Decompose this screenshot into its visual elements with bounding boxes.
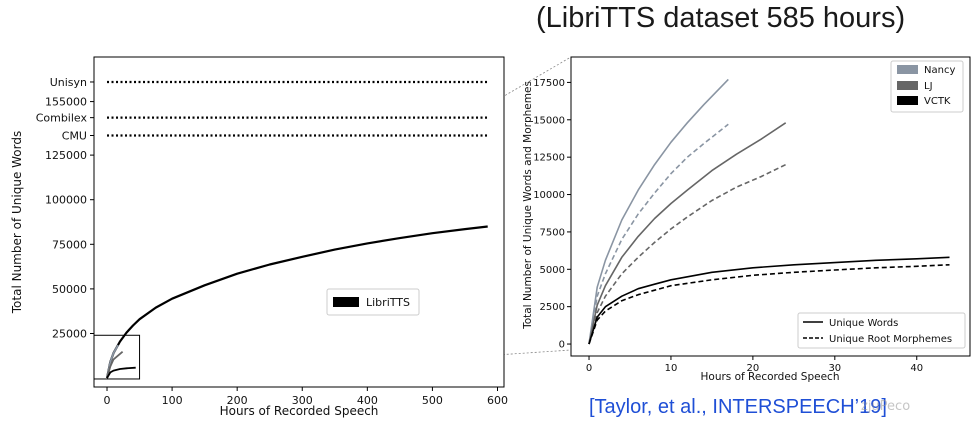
right-series-line-vctk-unique-root-morphemes [588,264,950,345]
left-y-tick-label: 100000 [45,194,87,207]
left-x-tick-label: 600 [487,394,508,407]
citation: [Taylor, et al., INTERSPEECH’19] [589,396,887,418]
left-y-tick-label: 50000 [52,283,87,296]
reference-label-combilex: Combilex [36,112,88,125]
left-legend-label-libritts: LibriTTS [366,296,410,309]
right-style-legend: Unique Words Unique Root Morphemes [797,312,966,349]
right-y-tick-label: 2500 [540,302,565,313]
right-x-tick-label: 20 [747,363,760,374]
right-y-tick-label: 5000 [540,265,565,276]
left-x-tick-label: 400 [357,394,378,407]
left-y-tick-label: 125000 [45,149,87,162]
left-series-line-2 [106,351,124,379]
left-axis-ticks: 0 100 200 300 400 500 600 25000 50000 75000 100000… [45,96,508,407]
left-chart: 0 100 200 300 400 500 600 25000 50000 75000 100000… [10,56,508,418]
right-y-tick-label: 15000 [533,115,565,126]
left-y-tick-label: 155000 [45,96,87,109]
left-x-tick-label: 100 [162,394,183,407]
left-x-tick-label: 0 [104,394,111,407]
left-legend: LibriTTS [326,288,420,316]
right-x-tick-label: 0 [586,363,592,374]
right-legend-swatch-nancy [897,65,918,74]
right-y-tick-label: 10000 [533,190,565,201]
right-series-line-nancy-unique-words [588,78,729,345]
right-series-line-lj-unique-words [588,122,787,345]
left-x-tick-label: 200 [227,394,248,407]
slide-headline: (LibriTTS dataset 585 hours) [536,2,906,34]
left-y-tick-label: 25000 [52,327,87,340]
right-legend-label-root-morphemes: Unique Root Morphemes [829,334,952,345]
left-plot-frame [93,56,505,388]
right-y-tick-label: 7500 [540,227,565,238]
right-y-tick-label: 12500 [533,153,565,164]
right-x-tick-label: 30 [828,363,841,374]
left-series [105,225,488,379]
left-inset-box [93,334,141,380]
right-chart: 0 10 20 30 40 0 2500 5000 7500 10000 12500 15000 175… [522,56,971,383]
left-legend-box [326,288,420,316]
right-legend-label-unique-words: Unique Words [829,318,898,329]
reference-label-cmu: CMU [62,129,87,142]
right-legend-swatch-vctk [897,96,918,105]
inset-zoom-box [93,334,141,380]
right-series-line-vctk-unique-words [588,256,950,345]
right-x-axis-label: Hours of Recorded Speech [701,371,840,383]
right-legend-label-vctk: VCTK [924,96,951,107]
left-x-tick-label: 500 [422,394,443,407]
right-series-line-lj-unique-root-morphemes [588,163,787,345]
right-legend-label-lj: LJ [924,81,933,92]
watermark: zjuPeco [861,399,911,414]
right-series [588,78,950,345]
right-dataset-legend: Nancy LJ VCTK [890,60,964,113]
right-axis-ticks: 0 10 20 30 40 0 2500 5000 7500 10000 12500 15000 175… [533,78,923,374]
left-x-tick-label: 300 [292,394,313,407]
left-x-axis-label: Hours of Recorded Speech [220,404,379,418]
right-y-tick-label: 17500 [533,78,565,89]
right-x-tick-label: 10 [665,363,678,374]
right-legend-label-nancy: Nancy [924,65,955,76]
left-series-line-libritts [105,225,488,379]
left-reference-lines: Unisyn Combilex CMU [36,76,488,142]
left-series-line-3 [106,366,136,379]
left-legend-swatch-libritts [333,297,359,307]
left-y-tick-label: 75000 [52,238,87,251]
right-series-line-nancy-unique-root-morphemes [588,123,729,345]
right-y-tick-label: 0 [559,340,565,351]
right-style-legend-box [797,312,966,349]
reference-label-unisyn: Unisyn [50,76,87,89]
right-x-tick-label: 40 [910,363,923,374]
left-y-axis-label: Total Number of Unique Words [10,131,24,314]
right-y-axis-label: Total Number of Unique Words and Morphem… [522,81,534,330]
right-legend-swatch-lj [897,81,918,90]
